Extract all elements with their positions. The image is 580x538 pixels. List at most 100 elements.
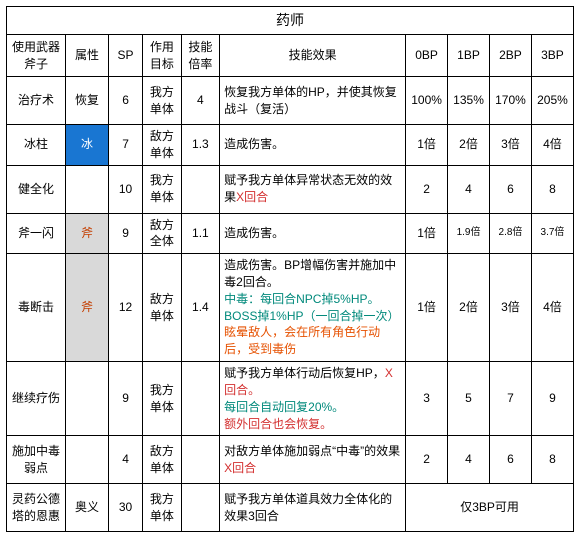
- effect-teal: 中毒：每回合NPC掉5%HP。BOSS掉1%HP（一回合掉一次）: [224, 292, 399, 323]
- h-bp2: 2BP: [490, 35, 532, 77]
- bp-cell: 8: [531, 436, 573, 484]
- bp-cell: 1倍: [406, 213, 448, 254]
- bp-cell: 6: [490, 165, 532, 213]
- effect-text: 赋予我方单体行动后恢复HP，: [224, 366, 385, 380]
- bp-cell: 3倍: [490, 254, 532, 362]
- bp-cell: 1倍: [406, 254, 448, 362]
- skill-name: 毒断击: [7, 254, 66, 362]
- effect-text: 造成伤害。BP增幅伤害并施加中毒2回合。: [224, 258, 396, 289]
- effect-x: X回合: [224, 461, 256, 475]
- skill-target: 我方单体: [143, 362, 182, 436]
- skill-attr: [65, 436, 108, 484]
- bp-cell: 2.8倍: [490, 213, 532, 254]
- bp-cell: 3倍: [490, 125, 532, 166]
- skill-name: 继续疗伤: [7, 362, 66, 436]
- skill-mult: [181, 436, 220, 484]
- skill-table: 药师 使用武器斧子 属性 SP 作用目标 技能倍率 技能效果 0BP 1BP 2…: [6, 6, 574, 532]
- skill-effect: 赋予我方单体异常状态无效的效果X回合: [220, 165, 406, 213]
- table-row: 灵药公德塔的恩惠 奥义 30 我方单体 赋予我方单体道具效力全体化的效果3回合 …: [7, 484, 574, 532]
- skill-attr: [65, 362, 108, 436]
- skill-name: 灵药公德塔的恩惠: [7, 484, 66, 532]
- table-row: 施加中毒弱点 4 敌方单体 对敌方单体施加弱点“中毒”的效果X回合 2 4 6 …: [7, 436, 574, 484]
- bp-cell: 100%: [406, 77, 448, 125]
- skill-mult: 1.4: [181, 254, 220, 362]
- skill-name: 健全化: [7, 165, 66, 213]
- skill-attr: 斧: [65, 213, 108, 254]
- skill-mult: 4: [181, 77, 220, 125]
- bp-cell: 2: [406, 436, 448, 484]
- h-target: 作用目标: [143, 35, 182, 77]
- bp-cell: 135%: [448, 77, 490, 125]
- skill-sp: 12: [109, 254, 143, 362]
- skill-effect: 赋予我方单体行动后恢复HP，X回合。每回合自动回复20%。额外回合也会恢复。: [220, 362, 406, 436]
- h-mult: 技能倍率: [181, 35, 220, 77]
- skill-sp: 9: [109, 362, 143, 436]
- bp-cell: 9: [531, 362, 573, 436]
- title-row: 药师: [7, 7, 574, 35]
- bp-cell: 5: [448, 362, 490, 436]
- skill-name: 冰柱: [7, 125, 66, 166]
- table-row: 健全化 10 我方单体 赋予我方单体异常状态无效的效果X回合 2 4 6 8: [7, 165, 574, 213]
- bp-cell: 1倍: [406, 125, 448, 166]
- skill-sp: 7: [109, 125, 143, 166]
- table-row: 冰柱 冰 7 敌方单体 1.3 造成伤害。 1倍 2倍 3倍 4倍: [7, 125, 574, 166]
- table-title: 药师: [7, 7, 574, 35]
- skill-mult: [181, 165, 220, 213]
- skill-effect: 对敌方单体施加弱点“中毒”的效果 X回合: [220, 436, 406, 484]
- skill-target: 我方单体: [143, 77, 182, 125]
- effect-red: 额外回合也会恢复。: [224, 417, 332, 431]
- table-row: 继续疗伤 9 我方单体 赋予我方单体行动后恢复HP，X回合。每回合自动回复20%…: [7, 362, 574, 436]
- skill-effect: 造成伤害。: [220, 125, 406, 166]
- table-row: 治疗术 恢复 6 我方单体 4 恢复我方单体的HP，并使其恢复战斗（复活） 10…: [7, 77, 574, 125]
- skill-target: 敌方单体: [143, 254, 182, 362]
- skill-target: 敌方单体: [143, 436, 182, 484]
- bp-cell: 1.9倍: [448, 213, 490, 254]
- skill-target: 敌方单体: [143, 125, 182, 166]
- effect-orange: 眩晕敌人，会在所有角色行动后，受到毒伤: [224, 325, 380, 356]
- skill-effect: 造成伤害。BP增幅伤害并施加中毒2回合。中毒：每回合NPC掉5%HP。BOSS掉…: [220, 254, 406, 362]
- h-bp1: 1BP: [448, 35, 490, 77]
- skill-sp: 10: [109, 165, 143, 213]
- bp-cell: 2倍: [448, 125, 490, 166]
- skill-attr: 斧: [65, 254, 108, 362]
- bp-cell: 4倍: [531, 125, 573, 166]
- skill-mult: [181, 362, 220, 436]
- skill-mult: 1.1: [181, 213, 220, 254]
- effect-x: X回合: [236, 190, 268, 204]
- skill-attr: 冰: [65, 125, 108, 166]
- skill-name: 施加中毒弱点: [7, 436, 66, 484]
- bp-cell: 170%: [490, 77, 532, 125]
- skill-attr: 恢复: [65, 77, 108, 125]
- h-effect: 技能效果: [220, 35, 406, 77]
- effect-teal: 每回合自动回复20%。: [224, 400, 344, 414]
- skill-target: 我方单体: [143, 165, 182, 213]
- skill-attr: 奥义: [65, 484, 108, 532]
- skill-effect: 赋予我方单体道具效力全体化的效果3回合: [220, 484, 406, 532]
- skill-effect: 造成伤害。: [220, 213, 406, 254]
- effect-text: 对敌方单体施加弱点“中毒”的效果: [224, 444, 400, 458]
- h-weapon: 使用武器斧子: [7, 35, 66, 77]
- h-bp3: 3BP: [531, 35, 573, 77]
- skill-sp: 9: [109, 213, 143, 254]
- bp-cell: 2: [406, 165, 448, 213]
- skill-sp: 6: [109, 77, 143, 125]
- bp-cell: 4: [448, 165, 490, 213]
- bp-cell: 3.7倍: [531, 213, 573, 254]
- bp-cell: 3: [406, 362, 448, 436]
- bp-cell: 205%: [531, 77, 573, 125]
- header-row: 使用武器斧子 属性 SP 作用目标 技能倍率 技能效果 0BP 1BP 2BP …: [7, 35, 574, 77]
- table-row: 斧一闪 斧 9 敌方全体 1.1 造成伤害。 1倍 1.9倍 2.8倍 3.7倍: [7, 213, 574, 254]
- h-attr: 属性: [65, 35, 108, 77]
- h-sp: SP: [109, 35, 143, 77]
- table-row: 毒断击 斧 12 敌方单体 1.4 造成伤害。BP增幅伤害并施加中毒2回合。中毒…: [7, 254, 574, 362]
- skill-target: 我方单体: [143, 484, 182, 532]
- skill-mult: 1.3: [181, 125, 220, 166]
- bp-cell: 7: [490, 362, 532, 436]
- bp-cell: 2倍: [448, 254, 490, 362]
- bp-merged: 仅3BP可用: [406, 484, 574, 532]
- bp-cell: 6: [490, 436, 532, 484]
- skill-effect: 恢复我方单体的HP，并使其恢复战斗（复活）: [220, 77, 406, 125]
- skill-mult: [181, 484, 220, 532]
- h-bp0: 0BP: [406, 35, 448, 77]
- skill-target: 敌方全体: [143, 213, 182, 254]
